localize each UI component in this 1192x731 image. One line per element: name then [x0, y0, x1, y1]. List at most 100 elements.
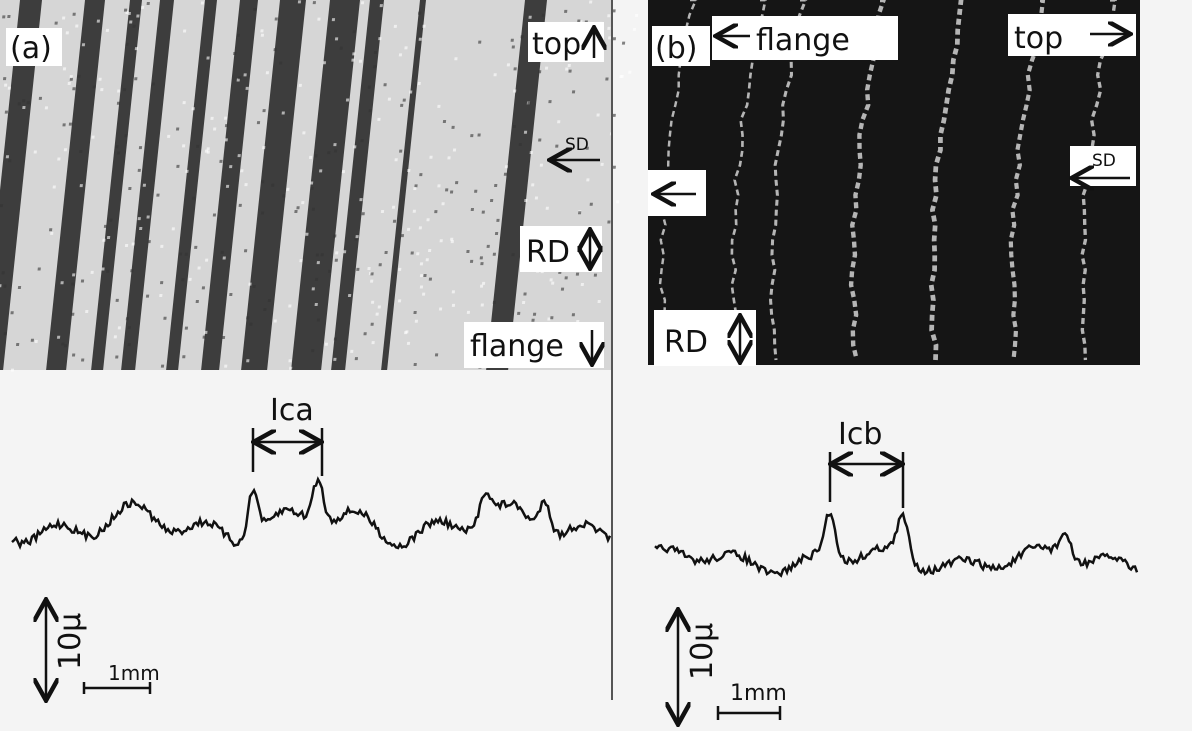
texture [71, 353, 76, 357]
texture [928, 0, 964, 361]
texture [178, 252, 183, 256]
texture [163, 316, 167, 320]
texture [492, 300, 497, 304]
texture [22, 99, 26, 103]
texture [331, 0, 384, 370]
texture [564, 9, 568, 13]
texture [347, 293, 352, 297]
texture [355, 235, 359, 239]
texture [449, 190, 454, 194]
texture [545, 206, 549, 210]
texture [511, 253, 515, 257]
texture [137, 217, 141, 221]
texture [223, 116, 228, 120]
texture [294, 209, 298, 213]
texture [249, 322, 253, 326]
texture [512, 89, 517, 93]
texture [528, 15, 532, 19]
texture [400, 103, 404, 107]
texture [243, 249, 248, 253]
texture [339, 46, 343, 50]
texture [470, 134, 474, 138]
texture [81, 358, 85, 362]
texture [252, 285, 256, 289]
texture [52, 185, 56, 189]
texture [400, 234, 405, 238]
texture [549, 278, 553, 282]
texture [125, 42, 129, 46]
texture [399, 149, 403, 153]
texture [61, 342, 65, 346]
texture [412, 209, 416, 213]
texture [615, 200, 620, 204]
texture [370, 322, 374, 326]
texture [260, 33, 265, 37]
texture [137, 168, 141, 172]
texture [426, 218, 430, 222]
texture [612, 37, 617, 41]
texture [438, 307, 443, 311]
texture [68, 122, 73, 126]
texture [450, 240, 455, 244]
texture [212, 127, 217, 131]
texture [60, 281, 64, 285]
texture [480, 303, 484, 307]
texture [159, 281, 164, 285]
texture [202, 335, 206, 339]
texture [538, 138, 542, 142]
texture [557, 120, 561, 124]
texture [477, 133, 481, 137]
texture [564, 167, 568, 171]
texture [309, 181, 314, 185]
texture [91, 0, 142, 370]
texture [511, 45, 515, 49]
texture [479, 284, 484, 288]
texture [204, 258, 209, 262]
texture [145, 294, 150, 298]
texture [607, 36, 612, 40]
texture [236, 33, 240, 37]
texture [607, 26, 611, 30]
texture [10, 368, 15, 372]
texture [116, 151, 121, 155]
texture [233, 52, 237, 56]
texture [26, 101, 30, 105]
micrograph-b [648, 0, 1140, 365]
texture [206, 56, 210, 60]
texture [593, 273, 598, 277]
texture [279, 61, 283, 65]
texture [100, 88, 104, 92]
texture [312, 1, 317, 5]
label-box [652, 26, 710, 66]
texture [406, 341, 411, 345]
texture [201, 286, 206, 290]
texture [442, 119, 447, 123]
texture [182, 101, 186, 105]
texture [184, 326, 189, 330]
texture [417, 11, 422, 15]
texture [224, 138, 228, 142]
texture [79, 149, 83, 153]
label-box [6, 28, 62, 66]
texture [377, 117, 381, 121]
texture [301, 201, 305, 205]
texture [358, 59, 363, 63]
texture [116, 101, 121, 105]
texture [201, 0, 258, 370]
texture [281, 111, 285, 115]
flange-label: flange [756, 23, 850, 58]
texture [7, 15, 11, 19]
texture [380, 209, 385, 213]
micrograph-a [0, 0, 639, 372]
texture [262, 146, 266, 150]
interval-label: Icb [838, 417, 882, 452]
texture [628, 70, 632, 74]
texture [360, 139, 364, 143]
texture [360, 1, 365, 5]
sd-label: SD [1092, 151, 1116, 171]
texture [210, 116, 214, 120]
texture [146, 2, 150, 6]
texture [81, 43, 86, 47]
texture [44, 106, 49, 110]
texture [191, 107, 195, 111]
